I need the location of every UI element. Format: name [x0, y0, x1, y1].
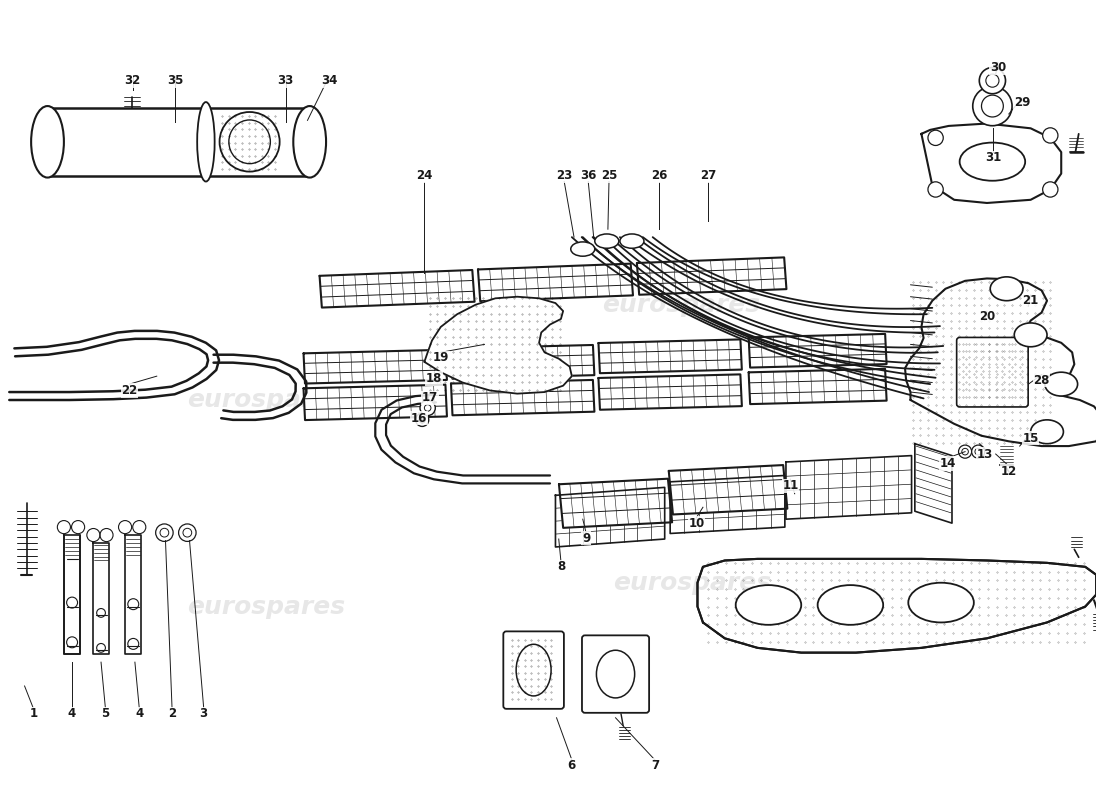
Text: 26: 26 — [651, 170, 668, 182]
Ellipse shape — [571, 242, 595, 256]
Circle shape — [972, 86, 1012, 126]
Text: 29: 29 — [1014, 96, 1030, 110]
Polygon shape — [637, 258, 786, 294]
Polygon shape — [922, 123, 1062, 203]
Text: 2: 2 — [168, 707, 176, 720]
Text: eurospares: eurospares — [602, 293, 760, 317]
FancyBboxPatch shape — [582, 635, 649, 713]
Polygon shape — [304, 385, 447, 420]
Text: 4: 4 — [67, 707, 76, 720]
Polygon shape — [915, 444, 952, 523]
Bar — [47, 108, 310, 175]
Polygon shape — [304, 350, 447, 383]
Circle shape — [979, 67, 1005, 94]
Text: eurospares: eurospares — [613, 570, 771, 594]
Text: 8: 8 — [557, 560, 565, 574]
Circle shape — [416, 414, 429, 426]
Ellipse shape — [909, 582, 974, 622]
Ellipse shape — [31, 106, 64, 178]
Text: 14: 14 — [939, 457, 956, 470]
Circle shape — [1043, 128, 1058, 143]
Text: 33: 33 — [277, 74, 294, 87]
Polygon shape — [749, 334, 887, 367]
Ellipse shape — [990, 277, 1023, 301]
Ellipse shape — [229, 120, 271, 164]
Text: 13: 13 — [977, 447, 993, 461]
Ellipse shape — [1031, 420, 1064, 444]
Ellipse shape — [197, 102, 215, 182]
Ellipse shape — [1045, 372, 1078, 396]
Ellipse shape — [959, 142, 1025, 181]
Text: 35: 35 — [167, 74, 184, 87]
Polygon shape — [598, 374, 741, 410]
Circle shape — [928, 182, 943, 197]
Text: 28: 28 — [1033, 374, 1049, 386]
Text: 16: 16 — [410, 412, 427, 425]
Polygon shape — [749, 369, 887, 404]
Text: 4: 4 — [135, 707, 143, 720]
Text: eurospares: eurospares — [187, 594, 345, 618]
Polygon shape — [556, 487, 664, 547]
Polygon shape — [598, 339, 741, 373]
Polygon shape — [785, 456, 912, 519]
Text: 20: 20 — [979, 310, 996, 323]
Text: 31: 31 — [986, 151, 1002, 164]
FancyBboxPatch shape — [504, 631, 564, 709]
Text: 22: 22 — [121, 384, 138, 397]
Polygon shape — [451, 345, 594, 378]
Polygon shape — [905, 278, 1100, 446]
Text: 21: 21 — [1023, 294, 1038, 307]
Text: 34: 34 — [321, 74, 338, 87]
Ellipse shape — [817, 585, 883, 625]
Text: 25: 25 — [601, 170, 617, 182]
Text: 15: 15 — [1023, 432, 1038, 445]
Text: 3: 3 — [200, 707, 208, 720]
Text: 32: 32 — [124, 74, 141, 87]
Text: 9: 9 — [582, 532, 591, 545]
Ellipse shape — [516, 644, 551, 696]
Circle shape — [981, 95, 1003, 117]
Text: 17: 17 — [421, 391, 438, 404]
Text: 12: 12 — [1001, 465, 1016, 478]
Circle shape — [971, 445, 984, 458]
Text: 27: 27 — [701, 170, 716, 182]
Circle shape — [958, 445, 971, 458]
Text: 23: 23 — [557, 170, 572, 182]
Text: 10: 10 — [689, 517, 704, 530]
Text: 36: 36 — [580, 170, 596, 182]
Ellipse shape — [596, 650, 635, 698]
Ellipse shape — [220, 112, 279, 171]
Text: 30: 30 — [990, 62, 1006, 74]
Text: 6: 6 — [568, 759, 576, 772]
Polygon shape — [669, 465, 788, 514]
Text: 24: 24 — [416, 170, 432, 182]
Text: 1: 1 — [30, 707, 37, 720]
Ellipse shape — [294, 106, 326, 178]
Polygon shape — [670, 475, 785, 534]
Ellipse shape — [736, 585, 801, 625]
Ellipse shape — [595, 234, 619, 248]
Polygon shape — [451, 380, 594, 415]
Text: 7: 7 — [651, 759, 659, 772]
Circle shape — [1043, 182, 1058, 197]
Circle shape — [420, 400, 436, 415]
FancyBboxPatch shape — [957, 338, 1028, 407]
Text: 19: 19 — [432, 351, 449, 364]
Text: 11: 11 — [782, 479, 799, 492]
Ellipse shape — [620, 234, 644, 248]
Ellipse shape — [1014, 323, 1047, 346]
Circle shape — [419, 417, 426, 423]
Text: eurospares: eurospares — [187, 388, 345, 412]
Polygon shape — [559, 478, 672, 528]
Polygon shape — [425, 297, 572, 394]
Text: 5: 5 — [101, 707, 110, 720]
Polygon shape — [320, 270, 474, 307]
Polygon shape — [478, 264, 632, 301]
Text: 18: 18 — [426, 372, 442, 385]
Circle shape — [928, 130, 943, 146]
